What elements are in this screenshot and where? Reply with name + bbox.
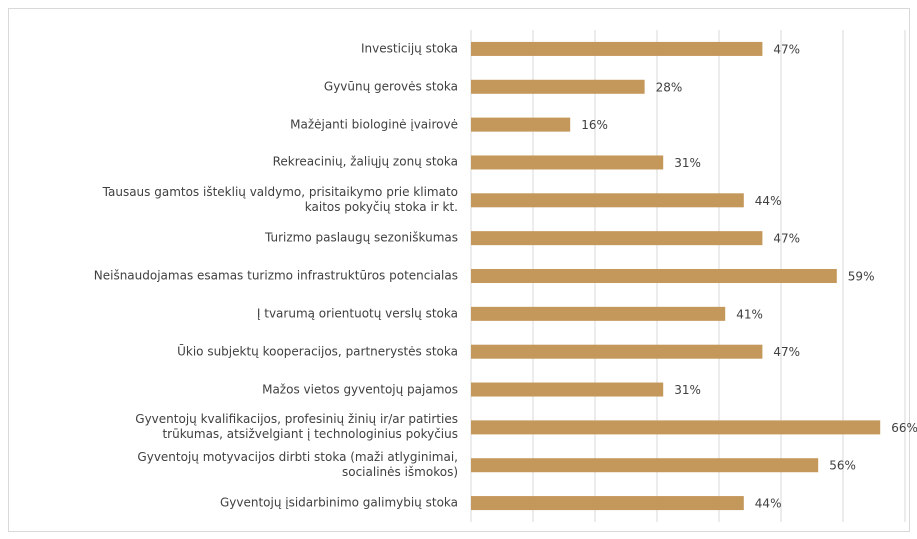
value-label: 59% [848,270,875,284]
category-label: Investicijų stoka [361,41,458,56]
value-label: 47% [773,345,800,359]
value-label: 47% [773,42,800,56]
bar [471,41,763,56]
category-label: Turizmo paslaugų sezoniškumas [264,230,458,245]
category-label: Tausaus gamtos išteklių valdymo, prisita… [102,185,458,215]
category-label: Rekreacinių, žaliųjų zonų stoka [272,154,458,169]
bar [471,193,744,208]
category-label: Mažos vietos gyventojų pajamos [262,382,458,397]
bar [471,382,664,397]
category-label: Ūkio subjektų kooperacijos, partnerystės… [177,344,458,359]
bar [471,155,664,170]
category-label: Gyventojų įsidarbinimo galimybių stoka [219,495,458,510]
bar [471,496,744,511]
bar [471,420,881,435]
category-label: Neišnaudojamas esamas turizmo infrastruk… [93,268,458,283]
value-label: 16% [581,118,608,132]
value-label: 47% [773,232,800,246]
bar [471,79,645,94]
bar [471,458,819,473]
value-label: 66% [891,421,917,435]
bar [471,269,837,283]
bar [471,344,763,359]
chart-border [8,8,910,532]
value-label: 28% [656,80,683,94]
category-label: Gyvūnų gerovės stoka [323,79,458,94]
bar [471,231,763,246]
category-label: Gyventojų motyvacijos dirbti stoka (maži… [137,450,458,480]
value-label: 44% [755,194,782,208]
value-label: 31% [674,383,701,397]
value-label: 56% [829,459,856,473]
value-label: 41% [736,307,763,321]
category-label: Į tvarumą orientuotų verslų stoka [256,306,458,321]
bar [471,306,726,321]
value-label: 31% [674,156,701,170]
value-label: 44% [755,497,782,511]
bar [471,117,571,132]
category-label: Gyventojų kvalifikacijos, profesinių žin… [135,412,458,442]
category-label: Mažėjanti biologinė įvairovė [290,117,458,132]
